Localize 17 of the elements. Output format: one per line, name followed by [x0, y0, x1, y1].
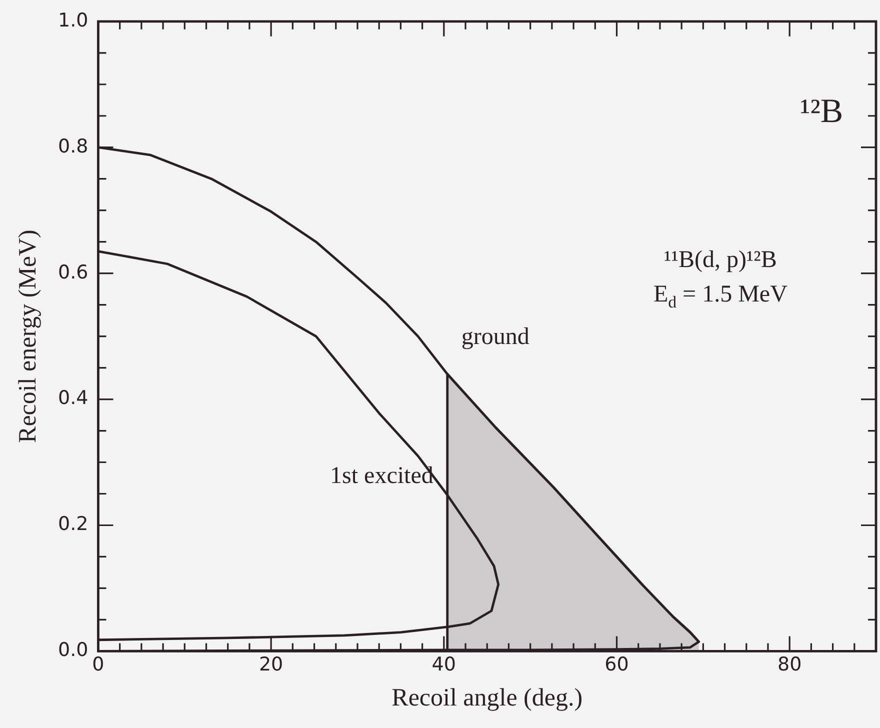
series-label: 1st excited [330, 463, 434, 490]
y-tick-label: 0.2 [58, 513, 88, 536]
x-axis-title: Recoil angle (deg.) [392, 684, 583, 712]
y-tick-label: 0.8 [58, 135, 88, 158]
y-tick-label: 0.6 [58, 261, 88, 284]
y-tick-label: 1.0 [58, 9, 88, 32]
x-tick-label: 20 [258, 654, 284, 676]
annotation: ¹¹B(d, p)¹²B [664, 247, 777, 274]
annotation: ¹²B [800, 93, 844, 130]
x-tick-label: 0 [92, 654, 104, 676]
series-label: ground [461, 324, 530, 350]
y-tick-label: 0.4 [58, 387, 88, 410]
x-tick-label: 40 [432, 654, 456, 676]
x-tick-label: 80 [777, 654, 802, 676]
y-tick-label: 0.0 [58, 639, 88, 662]
x-tick-label: 60 [604, 654, 629, 676]
y-axis-title: Recoil energy (MeV) [14, 230, 42, 443]
